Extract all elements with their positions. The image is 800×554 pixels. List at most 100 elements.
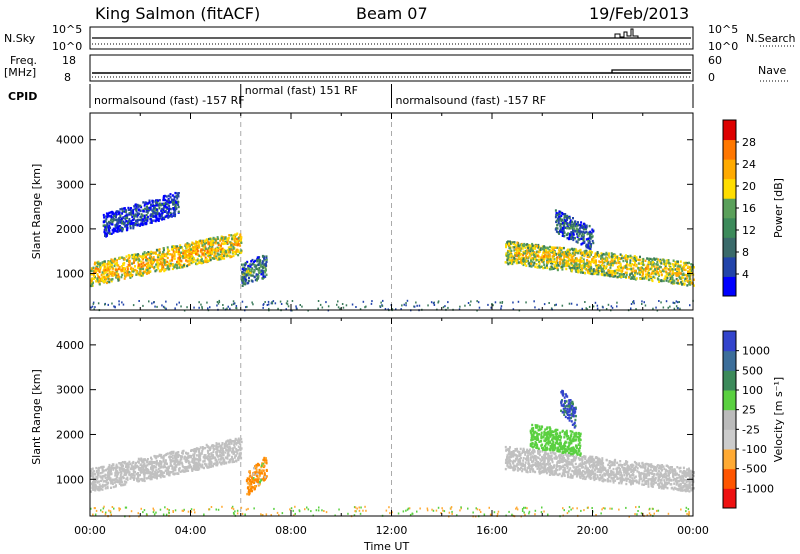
data-cell xyxy=(201,465,204,468)
data-cell xyxy=(217,249,220,252)
data-cell xyxy=(148,257,151,260)
data-cell xyxy=(548,255,551,258)
data-cell xyxy=(174,263,177,266)
data-cell xyxy=(636,258,639,261)
data-cell xyxy=(101,468,104,471)
data-cell xyxy=(103,262,106,265)
data-cell xyxy=(507,254,510,257)
data-cell xyxy=(233,239,236,243)
data-cell xyxy=(162,198,165,202)
data-cell xyxy=(681,280,684,283)
data-cell xyxy=(191,256,194,259)
data-cell xyxy=(556,261,559,264)
data-cell xyxy=(559,227,562,230)
data-cell xyxy=(566,218,568,221)
data-cell xyxy=(173,257,176,260)
data-cell xyxy=(91,482,93,485)
data-cell xyxy=(681,269,684,273)
data-cell xyxy=(221,462,224,465)
data-cell xyxy=(624,271,627,274)
data-cell xyxy=(209,448,211,451)
ground-scatter-cell xyxy=(667,306,669,309)
data-cell xyxy=(229,251,232,254)
data-cell xyxy=(163,471,166,474)
data-cell xyxy=(598,269,601,273)
data-cell xyxy=(571,236,574,239)
data-cell xyxy=(152,208,155,212)
data-cell xyxy=(142,218,144,221)
ground-scatter-cell xyxy=(262,306,264,309)
data-cell xyxy=(124,473,127,476)
data-cell xyxy=(217,237,219,240)
data-cell xyxy=(109,211,112,214)
data-cell xyxy=(176,459,179,462)
data-cell xyxy=(126,478,129,481)
data-cell xyxy=(149,218,152,221)
data-cell xyxy=(177,451,180,454)
data-cell xyxy=(584,262,586,266)
data-cell xyxy=(224,451,227,454)
data-cell xyxy=(598,266,601,269)
data-cell xyxy=(211,240,214,243)
data-cell xyxy=(148,199,151,202)
data-cell xyxy=(130,220,133,223)
data-cell xyxy=(166,200,169,203)
data-cell xyxy=(125,215,128,218)
data-cell xyxy=(209,446,212,449)
data-cell xyxy=(116,479,119,482)
data-cell xyxy=(108,467,111,470)
data-cell xyxy=(565,252,568,255)
data-cell xyxy=(585,238,588,241)
data-cell xyxy=(121,273,124,277)
data-cell xyxy=(662,258,665,261)
data-cell xyxy=(615,268,618,272)
data-cell xyxy=(562,251,565,254)
ground-scatter-cell xyxy=(337,306,340,309)
ground-scatter-cell xyxy=(91,305,94,308)
data-cell xyxy=(108,261,110,264)
data-cell xyxy=(136,212,139,215)
data-cell xyxy=(240,241,243,244)
data-cell xyxy=(146,202,149,205)
ground-scatter-cell xyxy=(512,308,515,311)
data-cell xyxy=(129,462,132,466)
ground-scatter-cell xyxy=(555,303,557,306)
data-cell xyxy=(143,479,146,483)
data-cell xyxy=(176,266,179,269)
data-cell xyxy=(226,241,229,244)
data-cell xyxy=(168,474,171,477)
data-cell xyxy=(554,215,557,219)
data-cell xyxy=(196,259,199,262)
data-cell xyxy=(608,255,611,259)
ground-scatter-cell xyxy=(241,300,244,303)
data-cell xyxy=(156,201,159,204)
data-cell xyxy=(515,259,518,262)
data-cell xyxy=(622,267,625,270)
data-cell xyxy=(538,260,540,263)
data-cell xyxy=(213,252,216,256)
data-cell xyxy=(656,277,659,280)
data-cell xyxy=(105,229,108,232)
data-cell xyxy=(99,266,102,269)
data-cell xyxy=(686,280,689,283)
data-cell xyxy=(567,223,570,226)
ground-scatter-cell xyxy=(400,308,402,311)
data-cell xyxy=(241,279,244,282)
data-cell xyxy=(657,273,660,276)
data-cell xyxy=(508,258,511,262)
data-cell xyxy=(264,271,267,274)
data-cell xyxy=(589,230,592,234)
data-cell xyxy=(195,262,197,265)
data-cell xyxy=(142,201,145,204)
ground-scatter-cell xyxy=(592,305,595,308)
data-cell xyxy=(202,239,205,243)
ground-scatter-cell xyxy=(630,303,633,305)
data-cell xyxy=(102,470,105,473)
data-cell xyxy=(210,454,213,458)
data-cell xyxy=(228,234,231,237)
data-cell xyxy=(222,239,224,242)
ground-scatter-cell xyxy=(132,304,135,307)
data-cell xyxy=(665,273,668,276)
data-cell xyxy=(264,275,267,278)
data-cell xyxy=(108,477,111,481)
